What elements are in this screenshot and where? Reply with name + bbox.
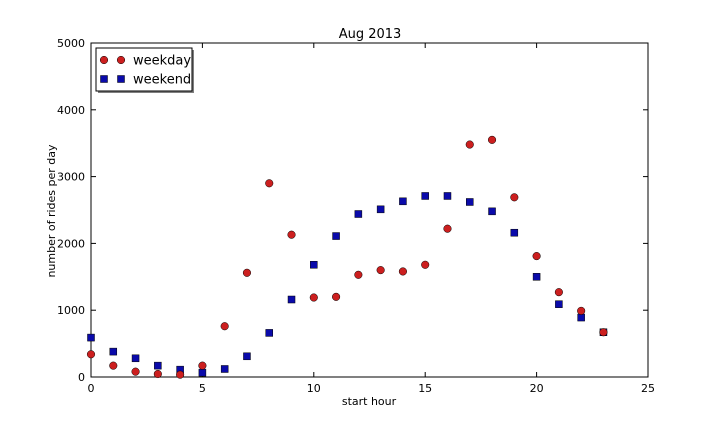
weekday-point [376,266,385,275]
weekend-legend-marker [100,75,108,83]
weekend-point [265,329,273,337]
weekend-point [109,347,118,356]
weekend-point [376,205,385,214]
plot-area: 0 5 10 15 20 25 0 1000 2000 3000 4000 5000 [57,37,655,395]
weekend-point [220,365,229,373]
x-tick-label: 15 [418,382,432,395]
weekday-legend-label: weekday [133,54,191,69]
weekend-point [532,273,541,281]
x-tick-label: 0 [88,382,95,395]
plot-frame [90,42,649,378]
y-tick-label: 5000 [57,37,85,50]
y-tick-label: 1000 [57,304,85,317]
weekend-point [287,295,296,304]
chart-title: Aug 2013 [339,27,402,42]
weekend-point [332,232,340,240]
weekday-point [354,270,363,279]
weekday-point [131,367,140,376]
x-tick-label: 20 [530,382,544,395]
weekend-point [466,198,474,206]
weekday-legend-marker [116,55,126,65]
weekday-point [599,328,608,337]
weekend-legend-label: weekend [133,73,191,88]
weekend-point [510,228,519,237]
x-tick-label: 10 [307,382,321,395]
weekday-point [265,179,274,188]
weekend-point [354,210,363,218]
x-tick-label: 5 [199,382,206,395]
y-tick-label: 0 [78,371,85,384]
y-axis-label: number of rides per day [45,144,58,278]
weekend-point [198,368,207,377]
weekend-point [87,333,95,342]
x-axis-label: start hour [342,395,397,408]
weekday-point [309,293,318,302]
weekday-point [109,361,118,370]
weekend-point [577,313,585,322]
weekend-point [131,354,140,363]
weekday-point [198,361,207,370]
y-tick-label: 2000 [57,237,85,250]
weekday-point [554,288,563,297]
weekend-point [399,197,407,206]
x-tick-label: 25 [641,382,655,395]
weekday-point [86,350,96,359]
weekday-point [332,292,341,301]
weekday-point [577,306,586,315]
weekday-point [398,267,407,276]
weekend-point [243,352,251,361]
weekend-point [154,361,162,370]
weekend-point [310,261,318,269]
weekday-point [510,193,519,202]
weekday-point [421,260,430,269]
weekday-legend-marker [99,55,109,65]
weekday-point [443,224,452,233]
weekday-point [242,268,252,277]
y-tick-label: 4000 [57,104,85,117]
weekday-point [487,135,497,144]
weekend-point [421,192,429,200]
weekday-point [220,322,229,331]
weekend-point [443,192,452,200]
y-tick-label: 3000 [57,171,85,184]
weekday-point [532,252,541,261]
legend: weekday weekend [95,47,194,93]
weekend-point [555,300,563,308]
weekday-point [465,140,474,149]
weekend-point [488,207,496,216]
weekday-point [176,370,185,379]
weekday-point [287,230,296,239]
weekend-legend-marker [117,75,125,83]
legend-box [95,47,193,92]
weekday-point [153,369,162,379]
